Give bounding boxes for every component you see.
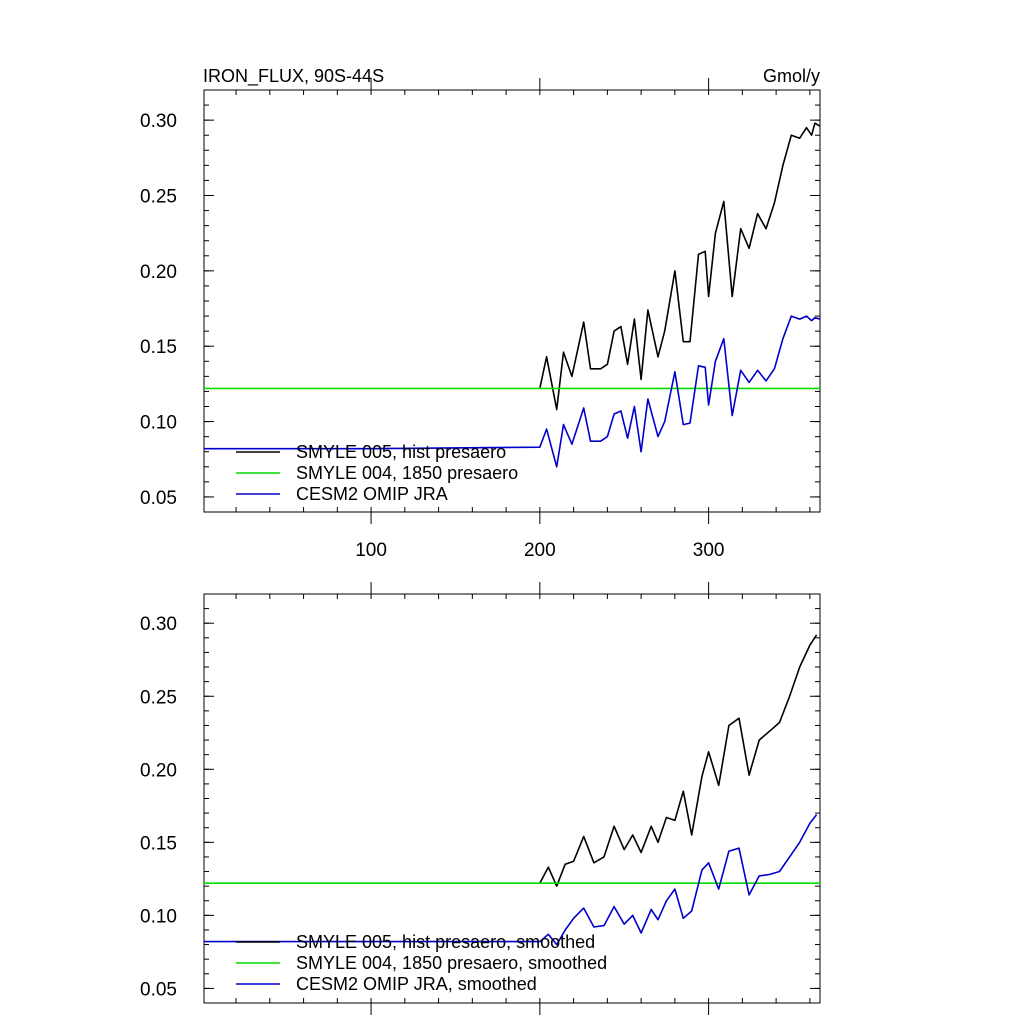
series-line-1 (539, 634, 818, 887)
y-tick-label: 0.05 (140, 488, 177, 509)
units-label: Gmol/y (763, 66, 820, 86)
y-tick-label: 0.20 (140, 760, 177, 781)
y-tick-label: 0.25 (140, 687, 177, 708)
y-tick-label: 0.10 (140, 906, 177, 927)
y-tick-label: 0.05 (140, 979, 177, 1000)
y-tick-label: 0.15 (140, 337, 177, 358)
y-tick-label: 0.10 (140, 413, 177, 434)
series-line-3 (204, 315, 821, 468)
legend-label: CESM2 OMIP JRA, smoothed (296, 974, 537, 994)
legend-label: SMYLE 004, 1850 presaero, smoothed (296, 953, 607, 973)
bottom-panel: 0.05 0.10 0.15 0.20 0.25 0.30 SMYLE 005, hist … (140, 582, 821, 1015)
chart-title: IRON_FLUX, 90S-44S (203, 66, 384, 87)
legend-label: CESM2 OMIP JRA (296, 484, 448, 504)
top-panel: 0.05 0.10 0.15 0.20 0.25 0.30 100 200 300 SMYLE 0… (140, 78, 821, 561)
y-tick-label: 0.20 (140, 262, 177, 283)
y-tick-label: 0.15 (140, 833, 177, 854)
y-tick-label: 0.30 (140, 111, 177, 132)
y-tick-label: 0.25 (140, 187, 177, 208)
x-tick-label: 200 (524, 540, 556, 561)
legend-label: SMYLE 005, hist presaero, smoothed (296, 932, 595, 952)
y-tick-label: 0.30 (140, 614, 177, 635)
series-line-1 (539, 122, 821, 411)
x-tick-label: 300 (693, 540, 725, 561)
series-line-3 (204, 814, 818, 946)
legend-label: SMYLE 005, hist presaero (296, 442, 506, 462)
legend-label: SMYLE 004, 1850 presaero (296, 463, 518, 483)
x-tick-label: 100 (355, 540, 387, 561)
